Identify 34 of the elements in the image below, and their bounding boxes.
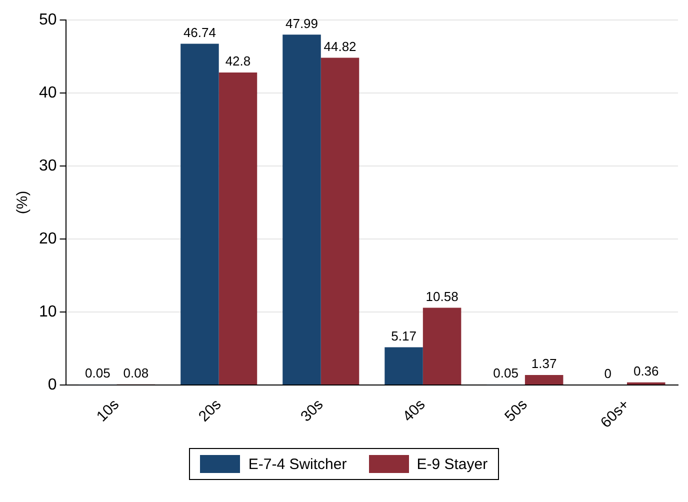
y-tick-label: 0 [48,376,57,394]
data-label: 0.05 [493,366,518,381]
data-label: 46.74 [183,24,216,40]
x-tick-label: 20s [195,396,225,426]
x-tick-label: 40s [400,396,429,426]
y-tick-label: 50 [39,11,57,28]
bar [180,44,219,384]
data-label: 44.82 [324,38,356,54]
legend-label: E-9 Stayer [416,456,488,472]
data-label: 42.8 [225,54,251,69]
x-tick-label: 50s [502,396,531,426]
bar [422,308,462,384]
y-tick-label: 30 [39,157,57,174]
data-label: 0.36 [633,363,659,378]
data-label: 0 [604,366,612,382]
bar [320,58,360,384]
x-tick-label: 60s+ [597,396,633,432]
data-label: 10.58 [426,288,458,304]
bar [218,72,258,384]
x-tick-label: 30s [298,396,327,426]
data-label: 5.17 [391,328,416,344]
data-label: 1.37 [531,356,557,372]
y-tick-label: 40 [39,84,57,102]
y-tick-label: 10 [39,303,57,320]
y-axis-title: (%) [14,190,32,214]
x-tick-label: 10s [93,396,123,426]
y-tick-label: 20 [39,230,57,248]
data-label: 47.99 [285,16,318,31]
bar [524,374,564,384]
data-label: 0.05 [85,366,110,381]
legend-label: E-7-4 Switcher [248,456,347,472]
bar [282,34,321,384]
bar [384,347,423,384]
data-label: 0.08 [123,365,149,380]
